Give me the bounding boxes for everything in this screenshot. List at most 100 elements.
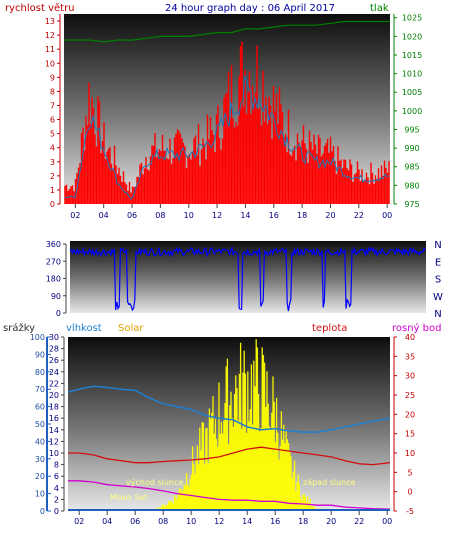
rain-tick-label: 0	[40, 507, 45, 516]
time-tick-label: 00	[382, 517, 392, 526]
temperature-series	[68, 446, 391, 466]
pressure-series	[64, 20, 390, 43]
rain-tick-label: 90	[35, 350, 45, 359]
humidity-tick-label: 10	[49, 449, 59, 458]
wind-tick-label: 1	[50, 186, 55, 195]
time-tick-label: 06	[127, 211, 137, 220]
temperature-tick-label: 25	[405, 391, 415, 400]
wind-axis-title: rychlost větru	[5, 2, 75, 14]
dew-point-series	[68, 480, 391, 510]
temperature-tick-label: -5	[406, 507, 414, 516]
wind-gust-series	[64, 41, 390, 204]
rain-axis-title: srážky	[3, 322, 35, 334]
humidity-tick-label: 30	[49, 333, 59, 342]
wind-tick-label: 8	[50, 87, 55, 96]
time-tick-label: 14	[242, 517, 252, 526]
rain-tick-label: 60	[35, 403, 45, 412]
direction-tick-label: 360	[46, 240, 61, 249]
humidity-tick-label: 24	[49, 368, 59, 377]
dew-point-axis-title: rosný bod	[392, 322, 441, 334]
time-tick-label: 20	[325, 211, 335, 220]
time-tick-label: 08	[158, 517, 168, 526]
temperature-tick-label: 15	[405, 430, 415, 439]
temperature-tick-label: 35	[405, 352, 415, 361]
pressure-tick-label: 975	[404, 200, 419, 209]
time-tick-label: 00	[382, 211, 392, 220]
rain-tick-label: 10	[35, 490, 45, 499]
humidity-series	[67, 385, 391, 433]
wind-tick-label: 0	[50, 200, 55, 209]
temperature-tick-label: 20	[405, 410, 415, 419]
rain-tick-label: 30	[35, 455, 45, 464]
wind-tick-label: 6	[50, 116, 55, 125]
wind-panel: 0123456789101112139759809859909951000100…	[45, 14, 422, 220]
rain-tick-label: 20	[35, 472, 45, 481]
humidity-tick-label: 18	[49, 403, 59, 412]
pressure-tick-label: 1010	[402, 70, 422, 79]
humidity-tick-label: 8	[54, 461, 59, 470]
pressure-tick-label: 1005	[402, 88, 422, 97]
time-tick-label: 12	[214, 517, 224, 526]
compass-label: E	[435, 257, 441, 268]
humidity-tick-label: 20	[49, 391, 59, 400]
time-tick-label: 10	[184, 211, 194, 220]
time-tick-label: 16	[270, 517, 280, 526]
wind-tick-label: 7	[50, 101, 55, 110]
compass-label: S	[435, 275, 441, 286]
humidity-tick-label: 16	[49, 414, 59, 423]
humidity-tick-label: 6	[54, 472, 59, 481]
chart-title: 24 hour graph day : 06 April 2017	[165, 3, 335, 14]
wind-tick-label: 3	[50, 158, 55, 167]
wind-average-series	[64, 75, 390, 200]
weather-panel: 0102030405060708090100024681012141618202…	[30, 333, 415, 526]
time-tick-label: 12	[212, 211, 222, 220]
humidity-tick-label: 22	[49, 379, 59, 388]
compass-label: W	[433, 292, 443, 303]
direction-tick-label: 90	[51, 292, 61, 301]
time-tick-label: 18	[297, 211, 307, 220]
time-tick-label: 08	[155, 211, 165, 220]
wind-tick-label: 2	[50, 172, 55, 181]
time-tick-label: 22	[354, 517, 364, 526]
humidity-tick-label: 28	[49, 345, 59, 354]
compass-label: N	[434, 309, 441, 320]
direction-tick-label: 180	[46, 275, 61, 284]
time-tick-label: 20	[326, 517, 336, 526]
pressure-tick-label: 985	[404, 163, 419, 172]
pressure-tick-label: 995	[404, 125, 419, 134]
time-tick-label: 06	[130, 517, 140, 526]
compass-label: N	[434, 240, 441, 251]
time-tick-label: 16	[269, 211, 279, 220]
time-tick-label: 02	[70, 211, 80, 220]
pressure-tick-label: 990	[404, 144, 419, 153]
time-tick-label: 02	[74, 517, 84, 526]
wind-tick-label: 13	[45, 17, 55, 26]
rain-tick-label: 80	[35, 368, 45, 377]
temperature-tick-label: 40	[405, 333, 415, 342]
humidity-axis-title: vlhkost	[66, 323, 102, 334]
time-tick-label: 04	[99, 211, 109, 220]
time-tick-label: 10	[186, 517, 196, 526]
rain-tick-label: 100	[30, 333, 45, 342]
pressure-tick-label: 980	[404, 181, 419, 190]
sunrise-annotation: východ slunce	[126, 478, 183, 487]
solar-axis-title: Solar	[118, 323, 144, 334]
temperature-axis-title: teplota	[312, 323, 347, 334]
direction-tick-label: 270	[46, 257, 61, 266]
pressure-tick-label: 1025	[402, 14, 422, 23]
time-tick-label: 18	[298, 517, 308, 526]
humidity-tick-label: 4	[54, 484, 59, 493]
time-tick-label: 14	[240, 211, 250, 220]
wind-tick-label: 4	[50, 144, 55, 153]
moonset-annotation: Moon Set	[110, 493, 147, 502]
humidity-tick-label: 26	[49, 356, 59, 365]
wind-tick-label: 11	[45, 45, 55, 54]
pressure-tick-label: 1000	[402, 107, 422, 116]
direction-tick-label: 0	[56, 309, 61, 318]
humidity-tick-label: 12	[49, 437, 59, 446]
temperature-tick-label: 30	[405, 372, 415, 381]
humidity-tick-label: 0	[54, 507, 59, 516]
rain-tick-label: 50	[35, 420, 45, 429]
